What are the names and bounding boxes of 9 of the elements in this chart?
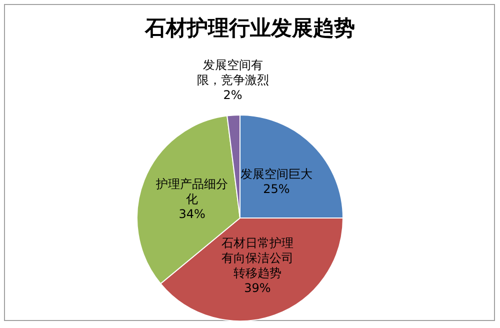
data-label: 39% <box>243 281 272 296</box>
data-label: 2% <box>222 88 244 103</box>
chart-title: 石材护理行业发展趋势 <box>144 14 356 42</box>
slice-label: 发展空间有限，竞争激烈 <box>196 58 270 88</box>
slice-label: 石材日常护理有向保洁公司转移趋势 <box>220 236 294 282</box>
slice-label: 护理产品细分化 <box>155 176 230 207</box>
data-label: 34% <box>178 206 206 222</box>
slice-label: 发展空间巨大 <box>239 166 314 182</box>
data-label: 25% <box>262 182 291 197</box>
